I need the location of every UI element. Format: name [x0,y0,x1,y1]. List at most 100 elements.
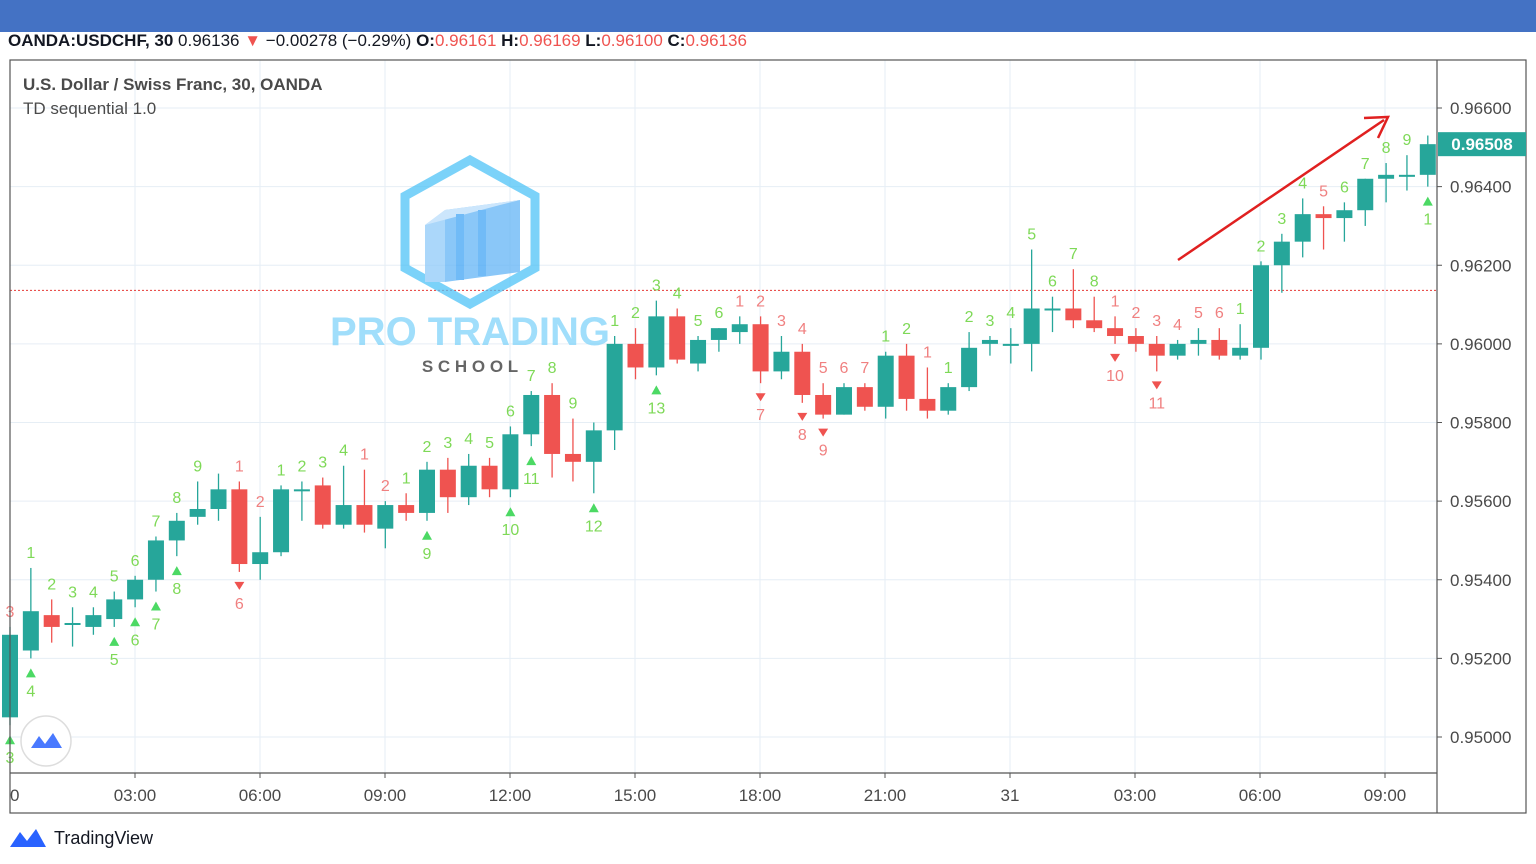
candle-body [439,469,456,498]
td-count-label: 5 [1319,183,1328,200]
price-change: −0.00278 (−0.29%) [265,31,412,50]
td-count-label: 2 [381,478,390,495]
time-axis[interactable]: 0 03:00 06:00 09:00 12:00 15:00 18:00 21:00 31 03… [9,773,1406,805]
td-count-label: 1 [360,447,369,464]
tradingview-branding[interactable]: TradingView [8,826,153,850]
open-value: 0.96161 [434,31,497,50]
candle-body [231,489,248,565]
td-count-label: 5 [694,313,703,330]
candle-body [189,508,206,517]
candle-body [606,343,623,431]
td-count-label: 6 [131,553,140,570]
td-count-label: 2 [902,321,911,338]
tradingview-brand-name: TradingView [54,827,154,848]
price-tick-label: 0.95000 [1450,728,1511,747]
td-count-label: 4 [1173,317,1182,334]
td-count-label: 6 [714,305,723,322]
tradingview-logo-button[interactable] [20,715,72,767]
candle-body [377,505,394,529]
setup-count-label: 9 [819,443,828,460]
candle-body [1107,328,1124,337]
down-triangle-icon: ▼ [244,31,262,50]
setup-up-triangle [171,566,182,576]
candle-body [1294,214,1311,242]
setup-up-triangle [588,503,599,513]
time-tick-label: 09:00 [364,786,407,805]
setup-up-triangle [651,385,662,395]
td-count-label: 2 [297,458,306,475]
td-count-label: 8 [548,360,557,377]
candle-body [210,489,227,509]
td-count-label: 7 [860,360,869,377]
setup-up-triangle [130,617,141,627]
candle-body [1127,336,1144,344]
td-count-label: 1 [923,344,932,361]
candle-body [293,489,310,492]
candle-body [1378,174,1395,179]
setup-count-label: 6 [131,632,140,649]
candle-body [1419,144,1436,175]
candle-body [335,505,352,525]
header-bar [0,0,1536,32]
td-count-label: 3 [652,278,661,295]
td-count-label: 2 [1131,305,1140,322]
price-tick-label: 0.95400 [1450,571,1511,590]
candle-body [523,394,540,435]
candle-body [1002,343,1019,346]
td-count-label: 3 [318,455,327,472]
setup-down-triangle [755,393,766,402]
td-count-label: 9 [193,458,202,475]
td-count-label: 3 [1152,313,1161,330]
td-count-label: 6 [1340,179,1349,196]
candle-body [1232,347,1249,356]
candle-body [1398,174,1415,177]
price-axis[interactable]: 0.95000 0.95200 0.95400 0.95600 0.95800 0.960… [1437,99,1511,747]
td-count-label: 2 [423,439,432,456]
candle-body [1065,308,1082,321]
td-count-label: 7 [151,514,160,531]
td-count-label: 4 [339,443,348,460]
symbol-label[interactable]: OANDA:USDCHF, 30 [8,31,174,50]
td-count-label: 5 [819,360,828,377]
candle-body [815,394,832,415]
ohlc-header: OANDA:USDCHF, 30 0.96136 ▼ −0.00278 (−0.… [8,30,747,52]
tradingview-cloud-icon [31,733,62,748]
price-tick-label: 0.96600 [1450,99,1511,118]
time-tick-label: 06:00 [239,786,282,805]
setup-up-triangle [422,530,432,540]
candle-body [731,324,748,333]
setup-count-label: 8 [798,427,807,444]
setup-up-triangle [1422,196,1433,206]
candle-body [544,394,561,454]
setup-down-triangle [1110,353,1121,362]
td-count-label: 4 [89,584,98,601]
candle-body [1169,343,1186,356]
setup-up-triangle [109,636,120,646]
candle-body [1336,210,1353,219]
annotation-arrow [1177,115,1391,262]
setup-count-label: 10 [502,522,520,539]
setup-count-label: 11 [523,471,540,488]
grid [9,60,1437,773]
setup-up-triangle [25,668,36,678]
td-count-label: 2 [965,309,974,326]
td-count-label: 1 [735,293,744,310]
time-tick-label: 03:00 [114,786,157,805]
td-count-label: 2 [256,494,265,511]
candle-body [398,505,415,513]
candle-body [669,316,686,360]
price-tick-label: 0.95600 [1450,492,1511,511]
setup-down-triangle [1151,381,1162,390]
watermark-subtitle: S C H O O L [422,357,518,376]
td-count-label: 1 [610,313,619,330]
setup-count-label: 11 [1148,395,1165,412]
time-tick-label: 12:00 [489,786,532,805]
tradingview-logo-icon [10,829,46,847]
chart-frame [9,59,1527,814]
td-count-label: 3 [985,313,994,330]
indicator-legend[interactable]: TD sequential 1.0 [23,99,156,118]
candle-body [356,505,373,525]
candle-body [127,579,144,600]
time-tick-label: 18:00 [739,786,782,805]
